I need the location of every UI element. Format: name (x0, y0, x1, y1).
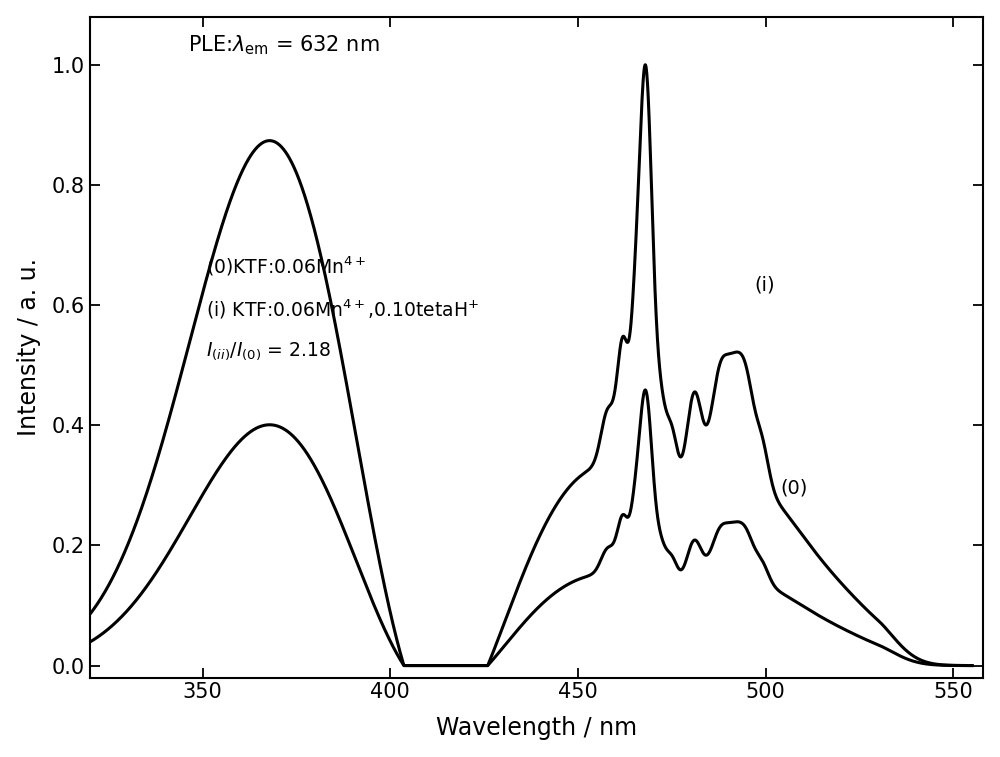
Y-axis label: Intensity / a. u.: Intensity / a. u. (17, 258, 41, 436)
Text: PLE:$\lambda_{\rm{em}}$ = 632 nm: PLE:$\lambda_{\rm{em}}$ = 632 nm (188, 33, 380, 57)
Text: (0)KTF:0.06Mn$^{4+}$: (0)KTF:0.06Mn$^{4+}$ (206, 254, 366, 278)
Text: (i): (i) (754, 275, 775, 294)
X-axis label: Wavelength / nm: Wavelength / nm (436, 716, 637, 740)
Text: (0): (0) (781, 478, 808, 497)
Text: $\it{I}$$_{(ii)}$/$\it{I}$$_{(0)}$ = 2.18: $\it{I}$$_{(ii)}$/$\it{I}$$_{(0)}$ = 2.1… (206, 341, 331, 362)
Text: (i) KTF:0.06Mn$^{4+}$,0.10tetaH$^{+}$: (i) KTF:0.06Mn$^{4+}$,0.10tetaH$^{+}$ (206, 298, 479, 321)
